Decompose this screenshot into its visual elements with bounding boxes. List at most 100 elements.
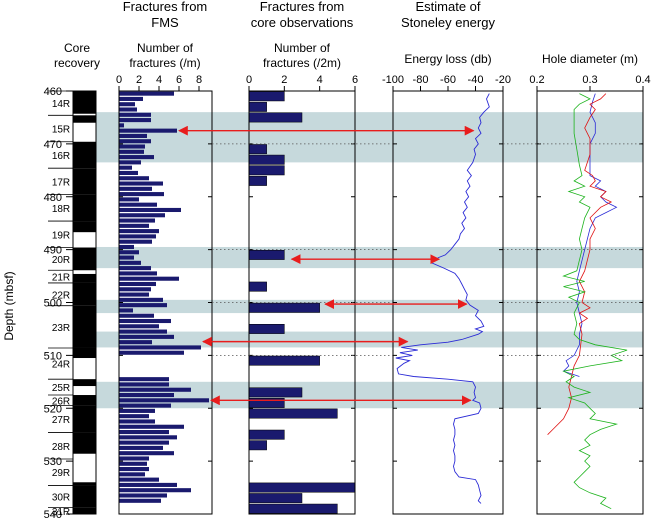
- depth-axis-label: Depth (mbsf): [2, 271, 16, 340]
- fms-xtick-label: 8: [196, 74, 202, 86]
- recovered-segment: [73, 379, 96, 387]
- core-bar: [248, 91, 285, 102]
- fms-bar: [119, 223, 149, 228]
- fms-bar: [119, 292, 149, 297]
- fms-bar: [119, 218, 155, 223]
- recovered-segment: [73, 405, 96, 433]
- fms-bar: [119, 91, 174, 96]
- recovered-segment: [73, 115, 96, 123]
- core-recovery-title-line1: Core: [64, 41, 90, 55]
- fms-bar: [119, 340, 152, 345]
- core-recovery-title-line2: recovery: [54, 56, 100, 70]
- shaded-interval: [96, 246, 643, 269]
- depth-tick-label: 530: [44, 456, 62, 468]
- fms-bar: [119, 324, 159, 329]
- core-bar: [248, 249, 285, 260]
- fms-bar: [119, 102, 135, 107]
- fms-bar: [119, 435, 177, 440]
- core-label: 28R: [52, 442, 70, 453]
- recovered-segment: [73, 247, 96, 271]
- fms-bar: [119, 149, 144, 154]
- fms-bar: [119, 250, 139, 255]
- core-label: 16R: [52, 151, 70, 162]
- fms-bar: [119, 160, 141, 165]
- hole-diameter-curve: [562, 93, 628, 510]
- depth-tick-label: 510: [44, 350, 62, 362]
- core-recovery-column: 14R 15R 16R 17R 18R 19R 20R 21R 22R 23R 24R 25R 26R 2…: [48, 90, 97, 518]
- correlation-arrows: [178, 125, 643, 406]
- core-label: 25R: [52, 383, 70, 394]
- fms-bar: [119, 414, 149, 419]
- fms-bar: [119, 440, 169, 445]
- recovered-segment: [73, 141, 96, 169]
- fms-bar: [119, 255, 134, 260]
- fms-bar: [119, 493, 167, 498]
- fms-title-line1: Fractures from: [123, 0, 208, 14]
- core-bar: [248, 387, 303, 398]
- shaded-intervals: [96, 112, 643, 409]
- fms-bar: [119, 165, 132, 170]
- fms-xtick-label: 0: [116, 74, 122, 86]
- fms-bar: [119, 260, 141, 265]
- core-label: 22R: [52, 290, 70, 301]
- stoneley-xtick-label: -20: [495, 74, 511, 86]
- fms-bar: [119, 176, 149, 181]
- shaded-interval: [96, 331, 643, 348]
- depth-tick-label: 470: [44, 139, 62, 151]
- fms-xtick-label: 4: [156, 74, 162, 86]
- recovered-segment: [73, 395, 96, 406]
- fms-panel: 0 2 4 6 8: [116, 74, 213, 515]
- stoneley-title-line1: Estimate of: [415, 0, 480, 14]
- fms-bar: [119, 123, 124, 128]
- core-bar: [248, 175, 267, 186]
- fms-bar: [119, 197, 139, 202]
- fms-bar: [119, 186, 152, 191]
- fms-bar: [119, 419, 155, 424]
- core-label: 15R: [52, 125, 70, 136]
- fms-bar: [119, 398, 209, 403]
- core-xtick-label: 2: [281, 74, 287, 86]
- shaded-interval: [96, 381, 643, 409]
- fms-bar: [119, 424, 184, 429]
- fms-bar: [119, 281, 156, 287]
- fms-bar: [119, 118, 151, 123]
- depth-tick-label: 500: [44, 298, 62, 310]
- fms-bar: [119, 318, 171, 324]
- core-label: 14R: [52, 99, 70, 110]
- core-bar: [248, 101, 267, 112]
- core-label: 29R: [52, 468, 70, 479]
- stoneley-xtick-label: -100: [382, 74, 404, 86]
- core-label: 24R: [52, 360, 70, 371]
- shaded-interval: [96, 112, 643, 163]
- core-label: 18R: [52, 204, 70, 215]
- fms-bar: [119, 297, 163, 302]
- depth-tick-label: 460: [44, 86, 62, 98]
- fms-bar: [119, 133, 147, 138]
- fms-bar: [119, 207, 181, 213]
- fms-bar: [119, 244, 134, 250]
- recovered-segment: [73, 482, 96, 486]
- depth-tick-label: 540: [44, 509, 62, 521]
- fms-title-line2: FMS: [151, 15, 179, 30]
- fms-bar: [119, 498, 161, 503]
- fms-bar: [119, 234, 156, 239]
- fms-bar: [119, 128, 177, 133]
- fms-bar: [119, 467, 149, 472]
- core-bar: [248, 324, 285, 334]
- core-label: 30R: [52, 493, 70, 504]
- fms-bar: [119, 377, 169, 382]
- fms-bar: [119, 170, 138, 175]
- core-bar: [248, 154, 285, 165]
- depth-tick-label: 480: [44, 192, 62, 204]
- recovered-segment: [73, 305, 96, 348]
- shaded-interval: [96, 299, 643, 314]
- core-label: 20R: [52, 255, 70, 266]
- recovered-segment: [73, 432, 96, 454]
- core-label: 21R: [52, 273, 70, 284]
- fms-bar: [119, 266, 151, 271]
- core-label: 17R: [52, 177, 70, 188]
- core-title-line2: core observations: [251, 15, 354, 30]
- recovered-segment: [73, 347, 96, 359]
- core-bar: [248, 429, 285, 440]
